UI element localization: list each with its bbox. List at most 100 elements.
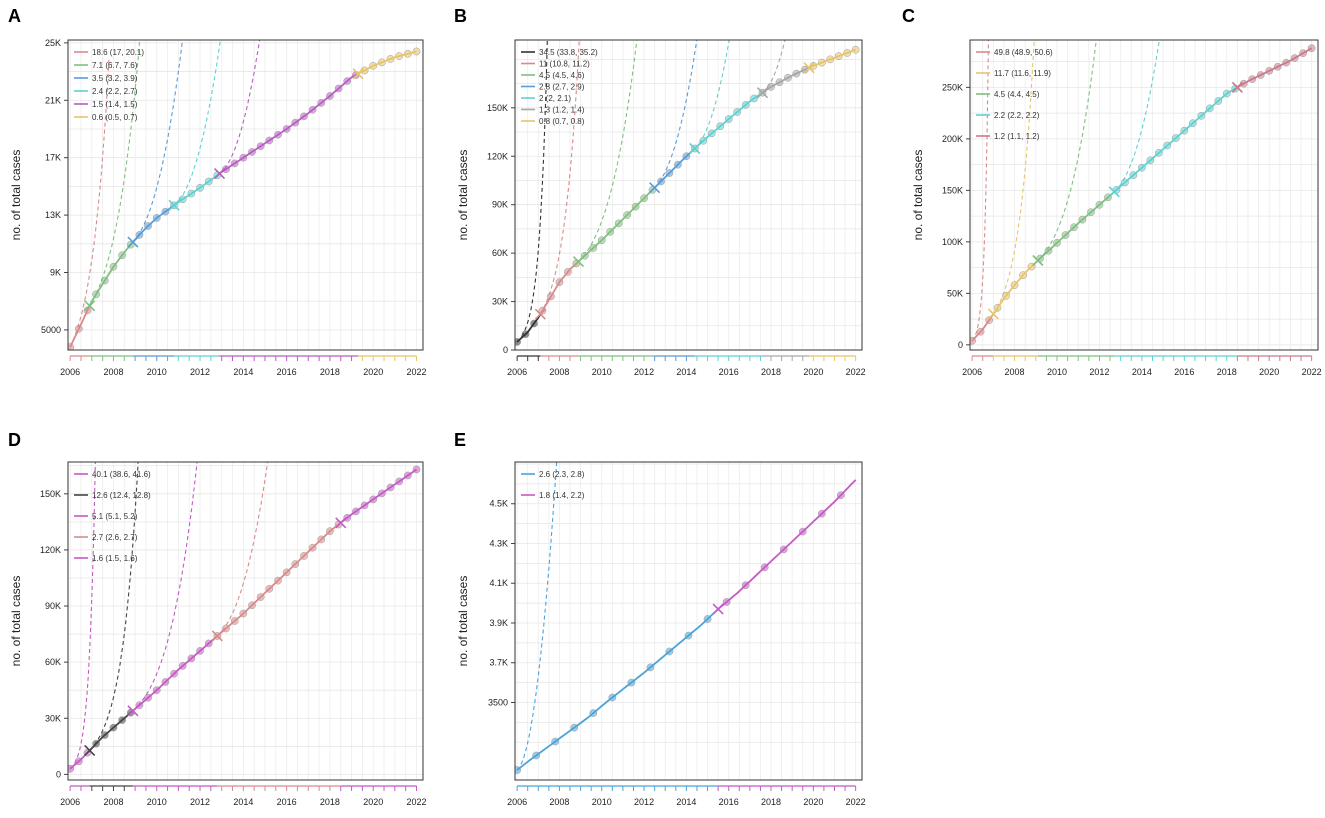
d-fitted-line bbox=[216, 522, 342, 637]
e-y-tick-label: 4.3K bbox=[489, 538, 508, 548]
a-x-tick-label: 2010 bbox=[147, 367, 167, 377]
b-plot-layer bbox=[515, 40, 860, 346]
b-x-tick-label: 2022 bbox=[846, 367, 866, 377]
b-projection-line bbox=[654, 40, 698, 189]
a-x-tick-label: 2006 bbox=[60, 367, 80, 377]
c-x-tick-label: 2022 bbox=[1302, 367, 1322, 377]
b-fitted-line bbox=[762, 66, 810, 94]
c-y-tick-label: 150K bbox=[942, 185, 963, 195]
a-fitted-line bbox=[218, 73, 359, 175]
c-x-tick-label: 2020 bbox=[1259, 367, 1279, 377]
panel-d-chart: 0 30K 60K 90K 120K 150K no. of total cases 2006… bbox=[9, 461, 427, 807]
d-y-tick-label: 90K bbox=[45, 601, 61, 611]
e-x-tick-label: 2010 bbox=[592, 797, 612, 807]
b-plot-background bbox=[515, 40, 862, 350]
e-y-tick-label: 3.9K bbox=[489, 618, 508, 628]
c-legend-label: 4.5 (4.4, 4.5) bbox=[994, 90, 1040, 99]
c-y-tick-label: 100K bbox=[942, 237, 963, 247]
b-x-tick-label: 2018 bbox=[761, 367, 781, 377]
a-fitted-line bbox=[88, 241, 134, 307]
d-breakpoint-marker bbox=[127, 705, 139, 717]
d-fitted-line bbox=[88, 710, 134, 752]
d-y-tick-label: 0 bbox=[56, 769, 61, 779]
a-x-tick-label: 2022 bbox=[406, 367, 426, 377]
d-x-tick-label: 2018 bbox=[320, 797, 340, 807]
e-y-tick-label: 4.1K bbox=[489, 578, 508, 588]
a-y-tick-label: 17K bbox=[45, 153, 61, 163]
c-y-tick-label: 50K bbox=[947, 288, 963, 298]
d-y-tick-label: 60K bbox=[45, 657, 61, 667]
a-y-axis-title: no. of total cases bbox=[9, 150, 23, 241]
d-x-tick-label: 2008 bbox=[103, 797, 123, 807]
a-plot-layer bbox=[68, 40, 421, 350]
panel-b-chart: 0 30K 60K 90K 120K 150K no. of total cases 2006… bbox=[456, 39, 866, 377]
a-x-tick-label: 2008 bbox=[103, 367, 123, 377]
a-fitted-line bbox=[357, 50, 417, 75]
b-y-axis-title: no. of total cases bbox=[456, 150, 470, 241]
d-breakpoint-marker bbox=[335, 517, 347, 529]
d-projection-line bbox=[132, 462, 198, 712]
c-plot-frame bbox=[969, 39, 1319, 351]
a-observed-point bbox=[412, 47, 421, 56]
e-fitted-line bbox=[717, 479, 857, 610]
e-plot-frame bbox=[514, 461, 863, 781]
c-fitted-line bbox=[1037, 191, 1115, 262]
d-y-tick-label: 30K bbox=[45, 713, 61, 723]
b-breakpoint-marker bbox=[756, 87, 769, 99]
c-x-tick-label: 2010 bbox=[1047, 367, 1067, 377]
b-x-tick-label: 2014 bbox=[676, 367, 696, 377]
e-x-tick-label: 2018 bbox=[761, 797, 781, 807]
c-y-tick-label: 0 bbox=[958, 340, 963, 350]
d-legend-label: 5.1 (5.1, 5.2) bbox=[92, 512, 138, 521]
b-x-tick-label: 2006 bbox=[507, 367, 527, 377]
a-y-tick-label: 21K bbox=[45, 95, 61, 105]
c-y-tick-label: 200K bbox=[942, 134, 963, 144]
b-fitted-line bbox=[808, 48, 857, 69]
panel-letter-e: E bbox=[454, 430, 466, 450]
b-breakpoint-marker bbox=[803, 62, 815, 74]
b-legend-label: 4.5 (4.5, 4.6) bbox=[539, 71, 585, 80]
d-fitted-line bbox=[132, 635, 218, 712]
panel-a-chart: 5000 9K 13K 17K 21K 25K no. of total cases 2006… bbox=[9, 38, 427, 377]
e-legend-label: 1.8 (1.4, 2.2) bbox=[539, 491, 585, 500]
c-x-tick-label: 2008 bbox=[1005, 367, 1025, 377]
a-plot-frame bbox=[67, 39, 424, 351]
b-breakpoint-marker bbox=[572, 255, 585, 268]
c-x-tick-label: 2016 bbox=[1174, 367, 1194, 377]
b-legend-label: 2 (2, 2.1) bbox=[539, 94, 571, 103]
panel-letter-a: A bbox=[8, 6, 21, 26]
c-legend-label: 2.2 (2.2, 2.2) bbox=[994, 111, 1040, 120]
a-x-tick-label: 2020 bbox=[363, 367, 383, 377]
c-x-tick-label: 2014 bbox=[1132, 367, 1152, 377]
c-plot-background bbox=[970, 40, 1318, 350]
d-plot-background bbox=[68, 462, 423, 780]
d-x-tick-label: 2006 bbox=[60, 797, 80, 807]
c-fitted-line bbox=[992, 259, 1039, 315]
c-breakpoint-marker bbox=[987, 308, 999, 320]
b-x-tick-label: 2010 bbox=[592, 367, 612, 377]
b-y-tick-label: 150K bbox=[487, 103, 508, 113]
b-x-tick-label: 2012 bbox=[634, 367, 654, 377]
e-fitted-line bbox=[516, 608, 719, 771]
b-y-tick-label: 30K bbox=[492, 297, 508, 307]
e-y-axis-title: no. of total cases bbox=[456, 576, 470, 667]
a-legend-label: 2.4 (2.2, 2.7) bbox=[92, 87, 138, 96]
a-plot-background bbox=[68, 40, 423, 350]
c-x-tick-label: 2012 bbox=[1089, 367, 1109, 377]
a-fitted-line bbox=[132, 204, 175, 243]
d-x-tick-label: 2014 bbox=[233, 797, 253, 807]
c-y-axis-title: no. of total cases bbox=[911, 150, 925, 241]
e-x-tick-label: 2022 bbox=[846, 797, 866, 807]
panel-c-chart: 0 50K 100K 150K 200K 250K no. of total cases 20… bbox=[911, 39, 1322, 377]
c-x-tick-label: 2006 bbox=[962, 367, 982, 377]
panel-e-chart: 3500 3.7K 3.9K 4.1K 4.3K 4.5K no. of total cas… bbox=[456, 461, 866, 807]
b-plot-frame bbox=[514, 39, 863, 351]
b-legend-label: 1.3 (1.2, 1.4) bbox=[539, 106, 585, 115]
c-x-tick-label: 2018 bbox=[1217, 367, 1237, 377]
b-legend-label: 34.5 (33.8, 35.2) bbox=[539, 48, 598, 57]
a-breakpoint-marker bbox=[213, 168, 226, 180]
b-legend-label: 2.8 (2.7, 2.9) bbox=[539, 83, 585, 92]
b-fitted-line bbox=[653, 147, 696, 189]
a-y-tick-label: 25K bbox=[45, 38, 61, 48]
